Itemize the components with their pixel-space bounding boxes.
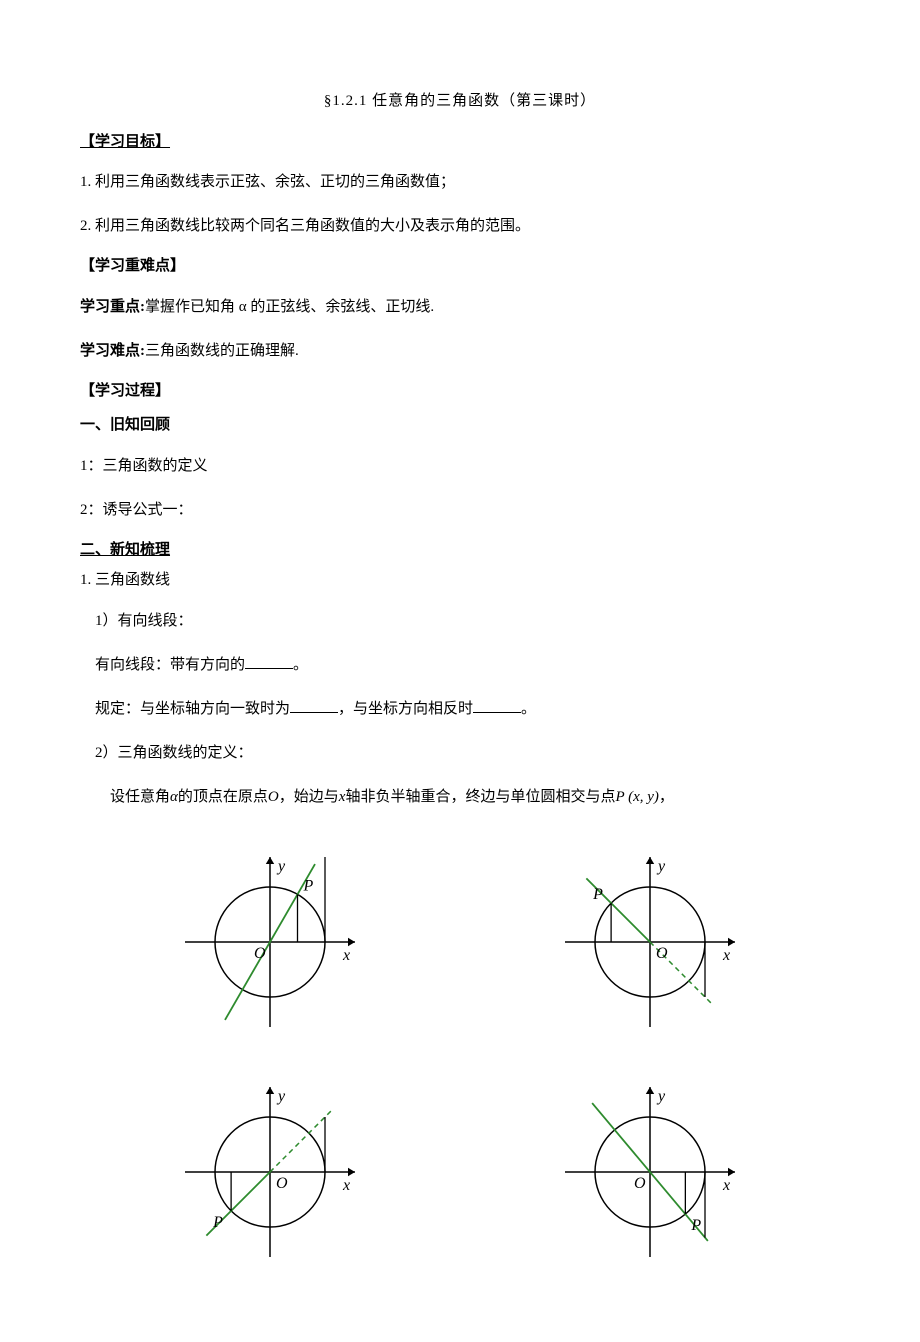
svg-text:x: x	[722, 1177, 730, 1194]
unit-circle-diagram-q2: x y O P	[550, 842, 750, 1032]
fill-blank-3[interactable]	[473, 697, 521, 713]
review-item-1: 1：三角函数的定义	[80, 451, 840, 481]
svg-text:x: x	[342, 1177, 350, 1194]
svg-text:O: O	[656, 945, 668, 962]
svg-text:P: P	[592, 886, 603, 903]
section-heading-objectives: 【学习目标】	[80, 131, 840, 154]
diagram-row-2: x y O P x y O P	[80, 1072, 840, 1262]
sub-item-trig-line-def: 2）三角函数线的定义：	[80, 738, 840, 768]
diagram-row-1: x y O P x y O P	[80, 842, 840, 1032]
rule-post: 。	[521, 701, 536, 717]
sub-item-directed-segment: 1）有向线段：	[80, 606, 840, 636]
svg-text:O: O	[634, 1175, 646, 1192]
section-heading-process: 【学习过程】	[80, 380, 840, 403]
unit-circle-diagram-q1: x y O P	[170, 842, 370, 1032]
objective-2: 2. 利用三角函数线比较两个同名三角函数值的大小及表示角的范围。	[80, 211, 840, 241]
review-item-2: 2：诱导公式一：	[80, 495, 840, 525]
var-O: O	[268, 789, 279, 805]
svg-text:y: y	[656, 858, 666, 875]
svg-text:P: P	[690, 1217, 701, 1234]
fill-blank-1[interactable]	[245, 653, 293, 669]
difficulty-label: 学习难点:	[80, 343, 145, 359]
directed-segment-def-pre: 有向线段：带有方向的	[95, 657, 245, 673]
directed-segment-def: 有向线段：带有方向的 。	[80, 650, 840, 680]
page-title: §1.2.1 任意角的三角函数（第三课时）	[80, 90, 840, 113]
key-point-label: 学习重点:	[80, 299, 145, 315]
svg-text:x: x	[722, 947, 730, 964]
svg-text:P: P	[303, 877, 314, 894]
rule-pre: 规定：与坐标轴方向一致时为	[95, 701, 290, 717]
var-alpha: α	[170, 789, 178, 805]
sub-item-trig-line: 1. 三角函数线	[80, 569, 840, 592]
svg-text:P: P	[212, 1213, 223, 1230]
trig-line-def-body: 设任意角α的顶点在原点O，始边与x轴非负半轴重合，终边与单位圆相交与点P (x,…	[80, 782, 840, 812]
unit-circle-diagram-q3: x y O P	[170, 1072, 370, 1262]
rule-mid: ，与坐标方向相反时	[338, 701, 473, 717]
section-heading-keypoints: 【学习重难点】	[80, 255, 840, 278]
key-point-line: 学习重点:掌握作已知角 α 的正弦线、余弦线、正切线.	[80, 292, 840, 322]
fill-blank-2[interactable]	[290, 697, 338, 713]
svg-text:y: y	[656, 1088, 666, 1105]
directed-segment-def-post: 。	[293, 657, 308, 673]
directed-segment-rule: 规定：与坐标轴方向一致时为 ，与坐标方向相反时 。	[80, 694, 840, 724]
svg-text:y: y	[276, 858, 286, 875]
var-xy: (x, y)	[624, 789, 659, 805]
svg-text:O: O	[276, 1175, 288, 1192]
key-point-text: 掌握作已知角 α 的正弦线、余弦线、正切线.	[145, 299, 434, 315]
svg-text:y: y	[276, 1088, 286, 1105]
difficulty-line: 学习难点:三角函数线的正确理解.	[80, 336, 840, 366]
objective-1: 1. 利用三角函数线表示正弦、余弦、正切的三角函数值；	[80, 167, 840, 197]
subsection-review: 一、旧知回顾	[80, 414, 840, 437]
subsection-newknowledge: 二、新知梳理	[80, 539, 840, 562]
unit-circle-diagram-q4: x y O P	[550, 1072, 750, 1262]
svg-text:x: x	[342, 947, 350, 964]
svg-text:O: O	[254, 945, 266, 962]
difficulty-text: 三角函数线的正确理解.	[145, 343, 299, 359]
